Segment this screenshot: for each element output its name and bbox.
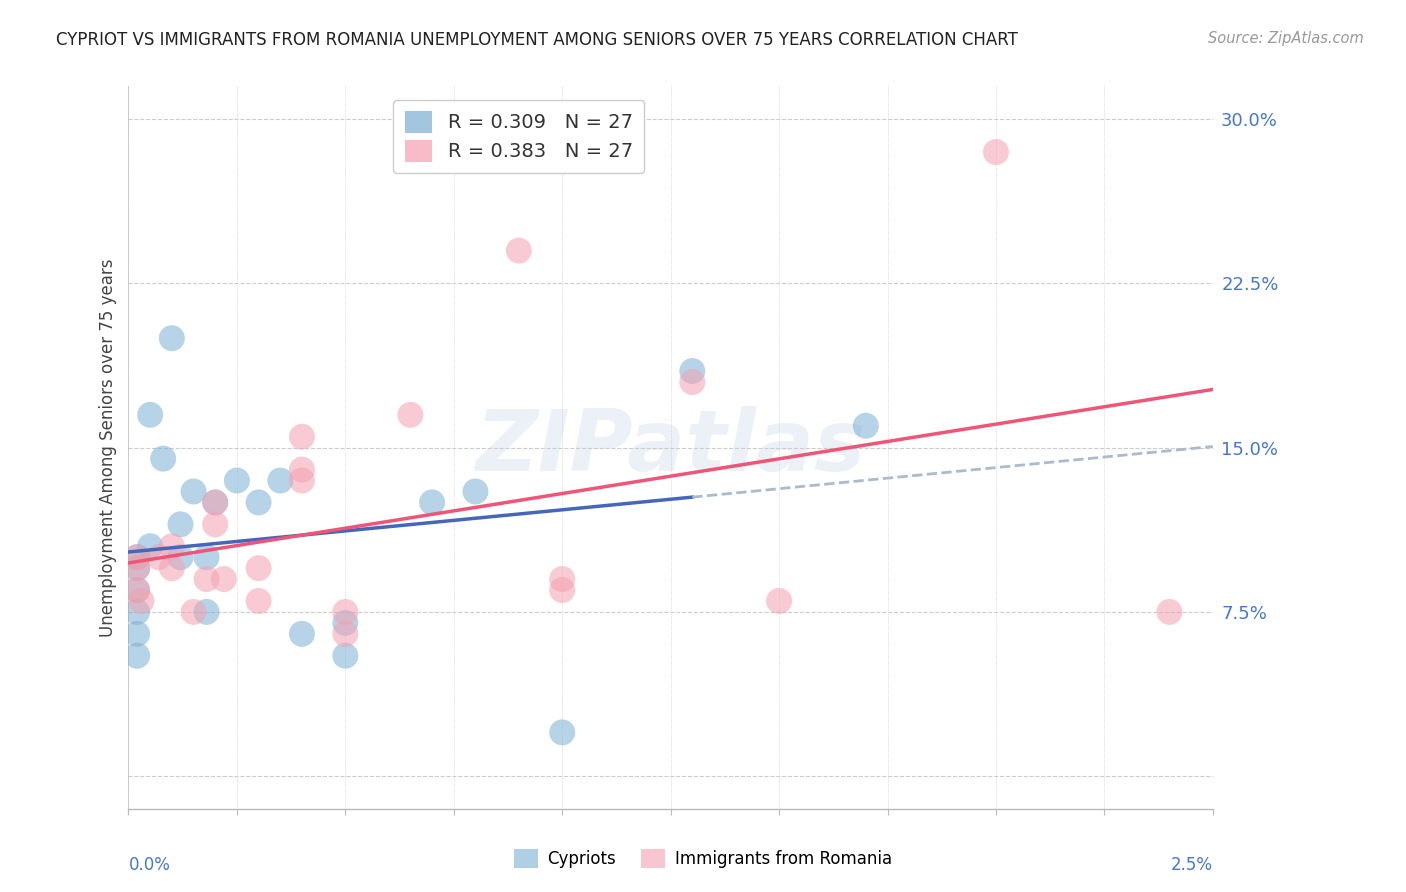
Point: [195, 550, 218, 565]
Point: [291, 627, 314, 641]
Point: [127, 648, 149, 663]
Point: [420, 495, 443, 509]
Point: [247, 594, 270, 608]
Text: 2.5%: 2.5%: [1171, 856, 1213, 874]
Text: ZIPatlas: ZIPatlas: [475, 406, 866, 489]
Point: [768, 594, 790, 608]
Point: [127, 627, 149, 641]
Point: [1159, 605, 1181, 619]
Point: [291, 430, 314, 444]
Point: [291, 462, 314, 476]
Point: [508, 244, 530, 258]
Point: [127, 582, 149, 597]
Point: [127, 561, 149, 575]
Point: [204, 517, 226, 532]
Point: [551, 725, 574, 739]
Point: [127, 561, 149, 575]
Text: 0.0%: 0.0%: [128, 856, 170, 874]
Point: [335, 615, 357, 630]
Point: [212, 572, 235, 586]
Point: [183, 605, 205, 619]
Legend: R = 0.309   N = 27, R = 0.383   N = 27: R = 0.309 N = 27, R = 0.383 N = 27: [394, 100, 644, 173]
Point: [204, 495, 226, 509]
Point: [139, 408, 162, 422]
Point: [269, 474, 291, 488]
Point: [335, 648, 357, 663]
Point: [131, 594, 153, 608]
Point: [464, 484, 486, 499]
Point: [127, 550, 149, 565]
Point: [225, 474, 247, 488]
Point: [855, 418, 877, 433]
Point: [247, 561, 270, 575]
Legend: Cypriots, Immigrants from Romania: Cypriots, Immigrants from Romania: [508, 843, 898, 875]
Point: [291, 474, 314, 488]
Point: [247, 495, 270, 509]
Point: [681, 364, 703, 378]
Point: [183, 484, 205, 499]
Text: Source: ZipAtlas.com: Source: ZipAtlas.com: [1208, 31, 1364, 46]
Point: [127, 582, 149, 597]
Point: [195, 605, 218, 619]
Point: [169, 517, 191, 532]
Point: [204, 495, 226, 509]
Point: [681, 375, 703, 389]
Point: [551, 572, 574, 586]
Point: [169, 550, 191, 565]
Point: [335, 627, 357, 641]
Point: [152, 451, 174, 466]
Point: [195, 572, 218, 586]
Point: [335, 605, 357, 619]
Point: [399, 408, 422, 422]
Point: [139, 539, 162, 553]
Y-axis label: Unemployment Among Seniors over 75 years: Unemployment Among Seniors over 75 years: [100, 259, 117, 637]
Point: [160, 331, 183, 345]
Point: [127, 550, 149, 565]
Point: [160, 561, 183, 575]
Text: CYPRIOT VS IMMIGRANTS FROM ROMANIA UNEMPLOYMENT AMONG SENIORS OVER 75 YEARS CORR: CYPRIOT VS IMMIGRANTS FROM ROMANIA UNEMP…: [56, 31, 1018, 49]
Point: [551, 582, 574, 597]
Point: [148, 550, 170, 565]
Point: [984, 145, 1007, 159]
Point: [127, 605, 149, 619]
Point: [160, 539, 183, 553]
